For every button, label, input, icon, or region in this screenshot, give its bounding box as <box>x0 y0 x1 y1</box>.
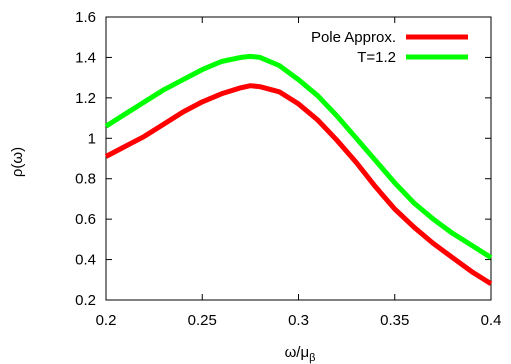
x-axis-label-main: ω/μ <box>285 344 310 361</box>
y-axis-ticks: 0.2 0.4 0.6 0.8 1 1.2 1.4 1.6 <box>75 9 491 309</box>
y-tick-label: 1.6 <box>75 9 96 26</box>
x-tick-label: 0.2 <box>96 312 117 329</box>
legend: Pole Approx. T=1.2 <box>311 29 468 66</box>
y-tick-label: 0.8 <box>75 171 96 188</box>
x-tick-label: 0.35 <box>380 312 409 329</box>
y-tick-label: 0.2 <box>75 292 96 309</box>
y-tick-label: 1.4 <box>75 49 96 66</box>
series-layer <box>104 53 493 286</box>
y-tick-label: 0.6 <box>75 211 96 228</box>
x-tick-label: 0.25 <box>188 312 217 329</box>
y-tick-label: 1 <box>88 130 96 147</box>
x-tick-label: 0.3 <box>288 312 309 329</box>
x-axis-label: ω/μβ <box>285 344 316 364</box>
y-tick-label: 0.4 <box>75 252 96 269</box>
legend-label-t-1-2: T=1.2 <box>357 49 396 66</box>
x-axis-ticks: 0.2 0.25 0.3 0.35 0.4 <box>96 17 502 329</box>
series-line-pole-approx <box>104 83 493 286</box>
x-tick-label: 0.4 <box>481 312 502 329</box>
y-tick-label: 1.2 <box>75 90 96 107</box>
series-line-t-1-2 <box>104 53 493 260</box>
legend-label-pole-approx: Pole Approx. <box>311 29 396 46</box>
y-axis-label: ρ(ω) <box>9 147 26 177</box>
x-axis-label-subscript: β <box>309 352 315 364</box>
